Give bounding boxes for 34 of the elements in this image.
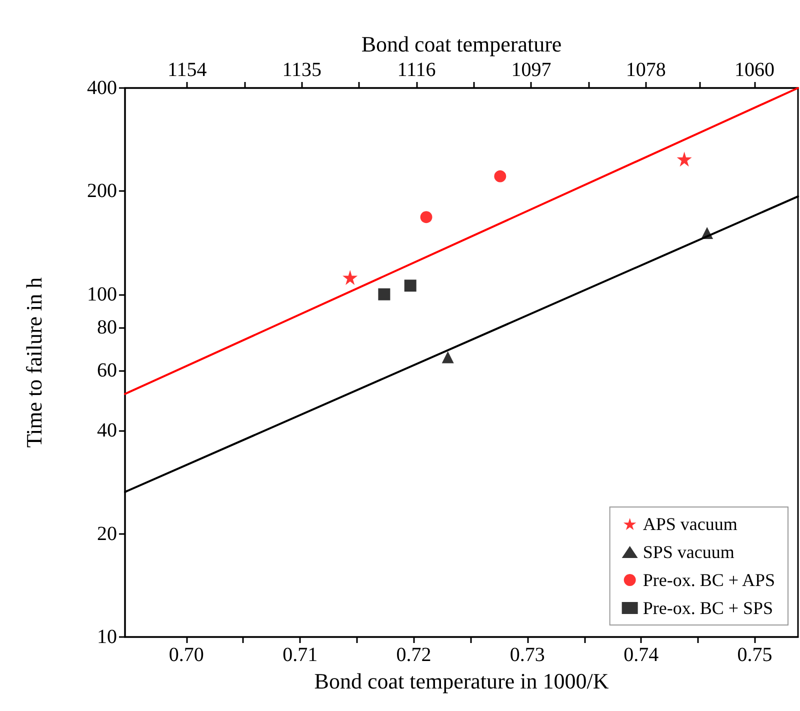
y-axis-title: Time to failure in h	[22, 277, 46, 448]
point	[378, 288, 390, 300]
x-axis-title: Bond coat temperature in 1000/K	[314, 668, 609, 694]
y-tick-label: 200	[87, 180, 117, 202]
legend-label: Pre-ox. BC + SPS	[642, 598, 774, 618]
y-tick-label: 40	[97, 420, 117, 442]
y-tick-label: 100	[87, 283, 117, 306]
y-tick-label: 60	[97, 359, 117, 382]
x-tick-label: 0.72	[396, 644, 432, 666]
legend-label: APS vacuum	[642, 514, 738, 534]
y-tick-label: 400	[87, 77, 117, 99]
x2-tick-label: 1097	[511, 59, 552, 81]
x2-tick-label: 1116	[397, 59, 436, 81]
point	[676, 152, 692, 167]
y-tick-label: 10	[97, 626, 117, 648]
x-tick-label: 0.70	[168, 644, 204, 666]
x-tick-label: 0.71	[282, 644, 318, 666]
x-tick-label: 0.75	[737, 644, 772, 666]
x2-axis-title: Bond coat temperature	[361, 32, 562, 57]
x-tick-label: 0.73	[510, 644, 545, 666]
x-tick-label: 0.74	[624, 644, 659, 666]
point	[442, 351, 454, 364]
legend-label: Pre-ox. BC + APS	[642, 570, 776, 590]
legend-label: SPS vacuum	[642, 542, 734, 562]
point	[420, 211, 432, 224]
y-tick-label: 20	[97, 522, 117, 545]
point	[494, 170, 506, 182]
x2-tick-label: 1154	[168, 59, 207, 81]
x2-tick-label: 1135	[282, 59, 322, 81]
x2-tick-label: 1078	[626, 59, 666, 81]
point	[342, 270, 358, 285]
point	[404, 280, 416, 292]
x2-tick-label: 1060	[734, 59, 775, 81]
y-tick-label: 80	[97, 316, 117, 339]
